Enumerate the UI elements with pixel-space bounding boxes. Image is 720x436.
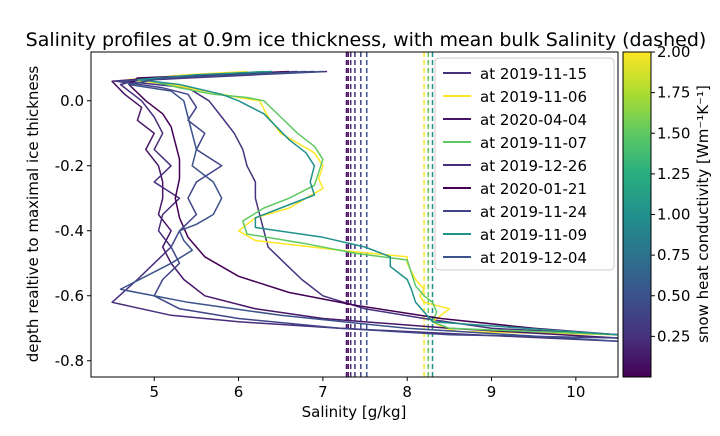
colorbar-tick-label: 0.50: [657, 287, 690, 305]
legend-entry-label: at 2019-11-07: [480, 134, 587, 152]
plot-frame: [90, 51, 619, 378]
colorbar-tick-label: 0.75: [657, 246, 690, 264]
legend: at 2019-11-15 at 2019-11-06 at 2020-04-04 a…: [434, 57, 615, 271]
x-axis-label: Salinity [g/kg]: [302, 403, 407, 421]
colorbar-label: snow heat conductivity [Wm⁻¹K⁻¹]: [694, 85, 712, 343]
legend-box: [434, 57, 615, 271]
x-tick-label: 6: [234, 383, 244, 401]
profile-line: [136, 70, 618, 336]
profile-line: [145, 70, 618, 336]
colorbar-tick-label: 0.25: [657, 327, 690, 345]
y-axis-ticks: -0.8 -0.6 -0.4 -0.2 0.0: [55, 92, 91, 370]
y-tick-label: -0.6: [55, 287, 84, 305]
y-tick-label: -0.4: [55, 222, 84, 240]
x-axis-ticks: 5 6 7 8 9 10: [149, 377, 585, 401]
y-tick-label: 0.0: [60, 92, 84, 110]
colorbar: [622, 51, 652, 378]
legend-entry-label: at 2019-11-06: [480, 88, 587, 106]
colorbar-tick-label: 1.75: [657, 84, 690, 102]
colorbar-tick-label: 1.00: [657, 206, 690, 224]
x-tick-label: 9: [487, 383, 497, 401]
profile-line: [128, 70, 618, 336]
legend-entry-label: at 2019-12-26: [480, 157, 587, 175]
y-tick-label: -0.8: [55, 352, 84, 370]
legend-entry-label: at 2019-12-04: [480, 249, 587, 267]
legend-entry-label: at 2019-11-09: [480, 226, 587, 244]
legend-entry-label: at 2020-01-21: [480, 180, 587, 198]
salinity-profile-lines: [111, 70, 618, 343]
mean-bulk-salinity-lines: [345, 52, 434, 377]
profile-line: [111, 70, 618, 339]
profile-line: [128, 70, 618, 336]
colorbar-tick-label: 2.00: [657, 43, 690, 61]
y-tick-label: -0.2: [55, 157, 84, 175]
legend-entry-label: at 2019-11-24: [480, 203, 587, 221]
legend-entry-label: at 2020-04-04: [480, 111, 587, 129]
x-tick-label: 5: [149, 383, 159, 401]
profile-line: [119, 70, 618, 343]
legend-entry-label: at 2019-11-15: [480, 65, 587, 83]
colorbar-ticks: 0.25 0.50 0.75 1.00 1.25 1.50 1.75 2.00: [651, 43, 690, 345]
x-tick-label: 7: [318, 383, 328, 401]
y-axis-label: depth realtive to maximal ice thickness: [24, 66, 42, 363]
colorbar-tick-label: 1.50: [657, 124, 690, 142]
x-tick-label: 8: [402, 383, 412, 401]
profile-line: [115, 70, 618, 339]
x-tick-label: 10: [566, 383, 585, 401]
profile-line: [111, 70, 618, 343]
colorbar-tick-label: 1.25: [657, 165, 690, 183]
chart-title: Salinity profiles at 0.9m ice thickness,…: [26, 29, 707, 51]
